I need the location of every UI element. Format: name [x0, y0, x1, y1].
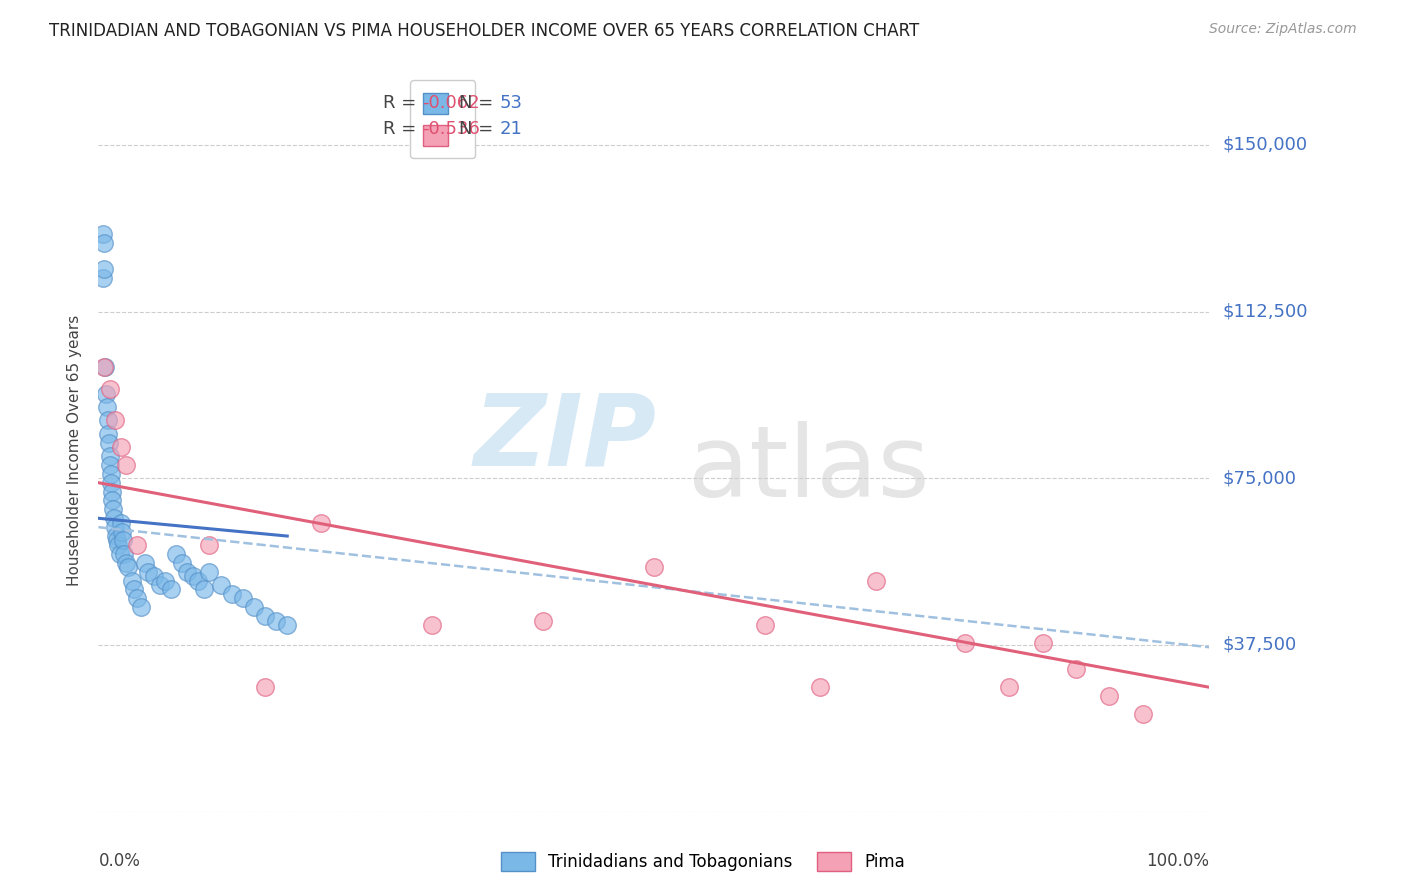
- Point: [181, 569, 204, 583]
- Point: [165, 547, 187, 561]
- Point: [1064, 662, 1087, 676]
- Point: [198, 565, 221, 579]
- Point: [176, 565, 198, 579]
- Point: [865, 574, 887, 588]
- Text: 100.0%: 100.0%: [1146, 852, 1209, 870]
- Point: [100, 484, 122, 499]
- Point: [187, 574, 209, 588]
- Point: [253, 609, 276, 624]
- Point: [170, 556, 193, 570]
- Point: [96, 400, 118, 414]
- Legend: Trinidadians and Tobagonians, Pima: Trinidadians and Tobagonians, Pima: [494, 843, 912, 880]
- Text: ZIP: ZIP: [474, 390, 657, 487]
- Point: [953, 636, 976, 650]
- Point: [643, 560, 665, 574]
- Point: [105, 529, 128, 543]
- Point: [153, 574, 176, 588]
- Point: [98, 435, 121, 450]
- Text: $37,500: $37,500: [1222, 636, 1296, 654]
- Text: -0.062: -0.062: [422, 94, 479, 112]
- Point: [105, 533, 128, 548]
- Text: TRINIDADIAN AND TOBAGONIAN VS PIMA HOUSEHOLDER INCOME OVER 65 YEARS CORRELATION : TRINIDADIAN AND TOBAGONIAN VS PIMA HOUSE…: [49, 22, 920, 40]
- Point: [134, 556, 156, 570]
- Point: [998, 680, 1021, 694]
- Point: [98, 382, 121, 396]
- Point: [143, 569, 166, 583]
- Point: [253, 680, 276, 694]
- Point: [129, 600, 152, 615]
- Point: [111, 533, 134, 548]
- Point: [1098, 689, 1121, 703]
- Point: [91, 271, 114, 285]
- Point: [111, 524, 134, 539]
- Point: [98, 458, 121, 472]
- Point: [264, 614, 287, 628]
- Point: [98, 449, 121, 463]
- Point: [103, 511, 125, 525]
- Point: [110, 440, 132, 454]
- Point: [121, 574, 143, 588]
- Point: [110, 516, 132, 530]
- Y-axis label: Householder Income Over 65 years: Householder Income Over 65 years: [67, 315, 83, 586]
- Text: N =: N =: [460, 120, 499, 138]
- Point: [97, 426, 120, 441]
- Point: [276, 618, 298, 632]
- Point: [1032, 636, 1054, 650]
- Point: [232, 591, 254, 606]
- Point: [108, 547, 131, 561]
- Point: [127, 591, 149, 606]
- Point: [94, 360, 117, 375]
- Point: [115, 458, 138, 472]
- Text: 21: 21: [499, 120, 522, 138]
- Point: [243, 600, 266, 615]
- Point: [531, 614, 554, 628]
- Text: R =: R =: [382, 120, 422, 138]
- Point: [1132, 706, 1154, 721]
- Point: [810, 680, 832, 694]
- Point: [420, 618, 443, 632]
- Point: [159, 582, 181, 597]
- Point: [93, 360, 115, 375]
- Point: [127, 538, 149, 552]
- Point: [101, 493, 124, 508]
- Point: [91, 227, 114, 241]
- Point: [138, 565, 160, 579]
- Point: [209, 578, 232, 592]
- Point: [193, 582, 215, 597]
- Point: [117, 560, 139, 574]
- Point: [754, 618, 776, 632]
- Text: $150,000: $150,000: [1222, 136, 1308, 153]
- Text: atlas: atlas: [689, 421, 931, 518]
- Point: [198, 538, 221, 552]
- Point: [309, 516, 332, 530]
- Point: [107, 538, 129, 552]
- Point: [101, 502, 124, 516]
- Point: [96, 386, 118, 401]
- Point: [104, 520, 127, 534]
- Point: [100, 467, 122, 481]
- Point: [148, 578, 170, 592]
- Point: [104, 413, 127, 427]
- Point: [122, 582, 145, 597]
- Point: [100, 475, 122, 490]
- Legend: , : ,: [411, 80, 475, 158]
- Text: $112,500: $112,500: [1222, 302, 1308, 320]
- Text: 53: 53: [499, 94, 522, 112]
- Point: [112, 547, 135, 561]
- Text: R =: R =: [382, 94, 422, 112]
- Point: [93, 235, 115, 250]
- Text: Source: ZipAtlas.com: Source: ZipAtlas.com: [1209, 22, 1357, 37]
- Point: [115, 556, 138, 570]
- Point: [93, 262, 115, 277]
- Point: [221, 587, 243, 601]
- Text: $75,000: $75,000: [1222, 469, 1296, 487]
- Text: N =: N =: [460, 94, 499, 112]
- Text: -0.536: -0.536: [422, 120, 479, 138]
- Point: [97, 413, 120, 427]
- Text: 0.0%: 0.0%: [98, 852, 141, 870]
